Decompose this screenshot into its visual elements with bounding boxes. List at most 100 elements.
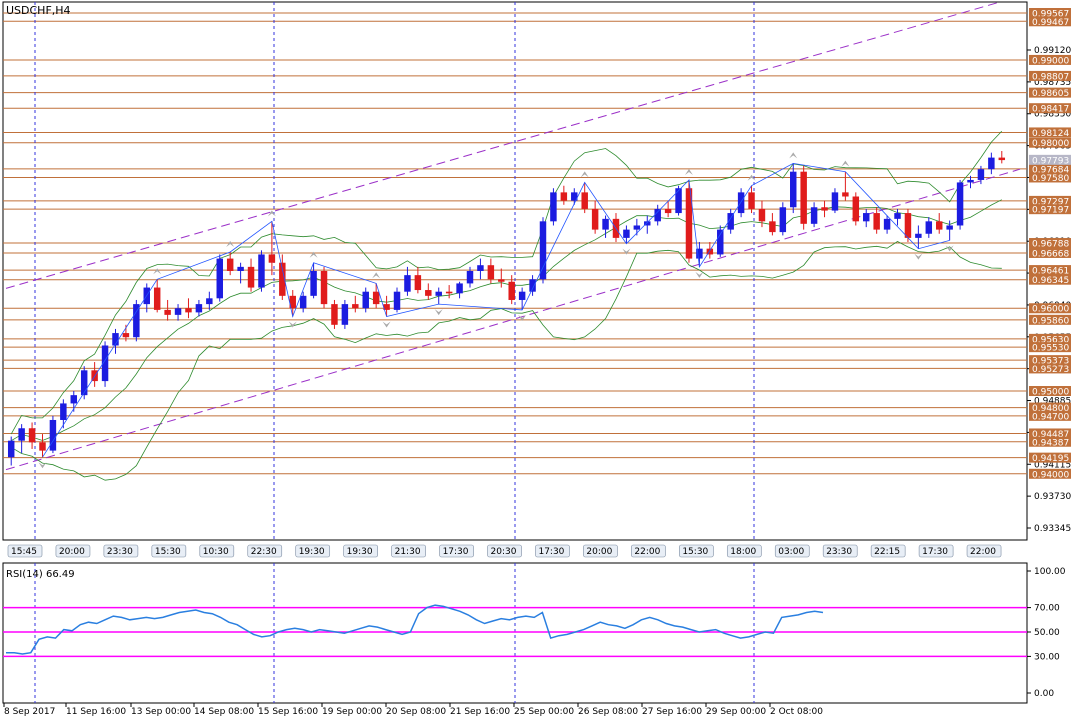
time-axis-label: 20 Sep 08:00	[386, 707, 446, 717]
fractal-down-arrow	[38, 462, 47, 469]
fractal-down-arrow	[622, 248, 631, 255]
time-tag-box	[918, 544, 954, 558]
fractal-up-arrow	[684, 168, 693, 175]
fractal-down-arrow	[518, 314, 527, 321]
candle	[591, 208, 599, 230]
rsi-tick-label: 100.00	[1034, 567, 1066, 577]
time-axis-label: 2 Oct 08:00	[770, 707, 823, 717]
candle	[279, 262, 286, 296]
candle	[320, 271, 328, 305]
fractal-down-arrow	[288, 321, 297, 328]
level-price-label: 0.98605	[1032, 89, 1069, 99]
time-axis-label: 27 Sep 16:00	[642, 707, 702, 717]
candle	[247, 266, 255, 288]
candle	[748, 192, 755, 209]
level-price-label: 0.95630	[1032, 335, 1069, 345]
time-tag-box	[726, 544, 762, 558]
time-tag-label: 15:30	[155, 547, 181, 557]
candle	[498, 279, 505, 282]
level-price-label: 0.97197	[1032, 206, 1069, 216]
candle	[518, 291, 526, 300]
candle	[790, 171, 797, 208]
rsi-tick-label: 0.00	[1034, 689, 1054, 699]
candle	[174, 308, 182, 315]
time-tag-box	[583, 544, 618, 558]
candle	[800, 171, 807, 224]
candle	[550, 192, 557, 222]
level-price-box	[1029, 274, 1071, 285]
level-price-label: 0.97580	[1032, 174, 1069, 184]
candle	[226, 258, 234, 271]
candle	[456, 283, 463, 294]
level-price-label: 0.94387	[1032, 438, 1069, 448]
price-panel[interactable]: 0.933450.937300.941150.945000.948850.952…	[2, 1, 1071, 558]
candle	[769, 221, 776, 233]
candle	[873, 213, 880, 230]
time-tag-label: 21:30	[395, 547, 421, 557]
level-price-label: 0.95860	[1032, 316, 1069, 326]
rsi-tick-label: 50.00	[1034, 628, 1060, 638]
candle	[18, 428, 25, 441]
time-tag-label: 19:30	[299, 547, 325, 557]
candle	[821, 207, 828, 211]
level-price-label: 0.98417	[1032, 105, 1069, 115]
candle	[80, 370, 88, 396]
time-tag-label: 19:30	[347, 547, 373, 557]
fractal-up-arrow	[267, 210, 276, 217]
candle	[946, 225, 953, 230]
rsi-tick-label: 30.00	[1034, 652, 1060, 662]
candle	[685, 188, 693, 259]
candle	[894, 213, 901, 219]
rsi-line	[6, 604, 824, 655]
time-axis-label: 19 Sep 00:00	[322, 707, 382, 717]
level-price-box	[1029, 204, 1071, 215]
time-tag-box	[295, 544, 331, 558]
candle	[195, 304, 203, 313]
candle	[352, 304, 359, 309]
candle	[206, 298, 213, 305]
time-tag-box	[199, 544, 235, 558]
candle	[508, 281, 515, 300]
candle	[998, 157, 1006, 161]
fractal-up-arrow	[580, 171, 589, 178]
time-tag-label: 23:30	[107, 547, 133, 557]
level-price-box	[1029, 314, 1071, 325]
time-axis-label: 8 Sep 2017	[4, 707, 55, 717]
time-tag-box	[151, 544, 187, 558]
level-price-label: 0.98124	[1032, 129, 1069, 139]
candle	[779, 207, 787, 233]
candle	[372, 291, 380, 305]
level-price-box	[1029, 468, 1071, 479]
candle	[393, 291, 401, 310]
candle	[967, 179, 974, 183]
level-price-box	[1029, 103, 1071, 114]
level-price-label: 0.99000	[1032, 56, 1069, 66]
time-tag-box	[391, 544, 426, 558]
time-tag-label: 15:30	[682, 547, 708, 557]
candle	[289, 295, 296, 309]
zigzag-line	[42, 162, 950, 458]
time-tag-label: 23:30	[826, 547, 852, 557]
time-tag-label: 17:30	[922, 547, 948, 557]
fractal-down-arrow	[382, 321, 391, 328]
time-tag-box	[7, 544, 43, 558]
symbol-label: USDCHF,H4	[6, 4, 71, 17]
candle	[581, 192, 588, 209]
level-price-label: 0.96668	[1032, 249, 1069, 259]
candle	[915, 233, 922, 238]
time-axis-label: 13 Sep 00:00	[131, 707, 191, 717]
candle	[362, 291, 369, 309]
candle	[758, 208, 766, 222]
candle	[602, 218, 609, 230]
candle	[863, 213, 870, 222]
candle	[988, 157, 995, 170]
candle	[633, 225, 641, 230]
rsi-panel[interactable]: 100.00 70.00 50.00 30.00 0.00 8 Sep 2017 11 Se…	[2, 562, 1066, 717]
fractal-up-arrow	[153, 268, 162, 275]
current-price-box	[1029, 154, 1071, 165]
candle	[39, 442, 46, 451]
time-tag-label: 17:30	[443, 547, 469, 557]
time-tag-label: 03:00	[778, 547, 804, 557]
time-tag-label: 15:45	[11, 547, 37, 557]
